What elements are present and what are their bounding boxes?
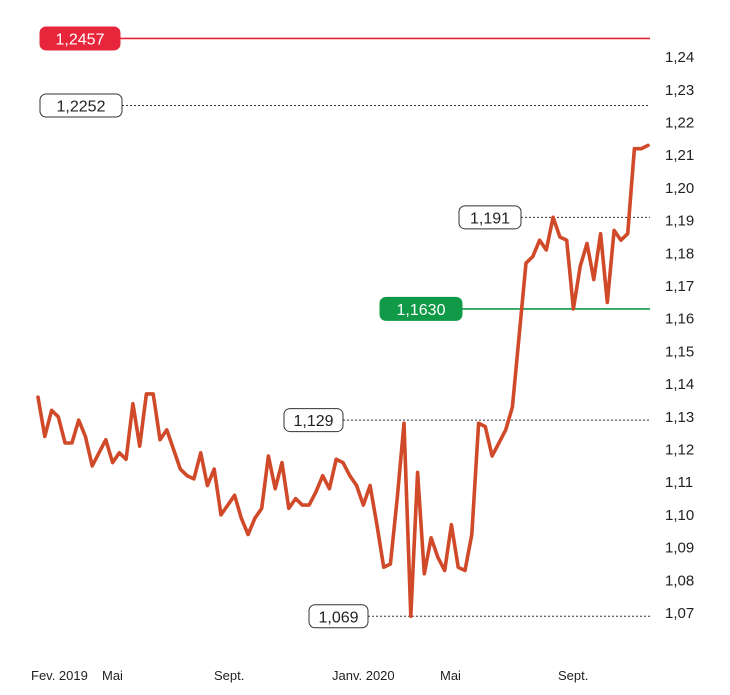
y-tick-label: 1,19 bbox=[665, 213, 694, 230]
y-tick-label: 1,08 bbox=[665, 572, 694, 589]
y-tick-label: 1,07 bbox=[665, 605, 694, 622]
reference-label-box bbox=[39, 26, 121, 51]
x-tick-label: Mai bbox=[102, 668, 123, 683]
y-tick-label: 1,13 bbox=[665, 409, 694, 426]
y-tick-label: 1,22 bbox=[665, 115, 694, 132]
y-axis: 1,07 1,08 1,09 1,10 1,11 1,12 1,13 1,14 1,15 1,16… bbox=[665, 49, 694, 622]
y-tick-label: 1,12 bbox=[665, 442, 694, 459]
y-tick-label: 1,24 bbox=[665, 49, 694, 66]
x-tick-label: Fev. 2019 bbox=[31, 668, 88, 683]
reference-label-box bbox=[308, 604, 369, 629]
series-layer bbox=[36, 143, 650, 619]
y-tick-label: 1,21 bbox=[665, 147, 694, 164]
reference-label: 1,1630 bbox=[397, 302, 446, 319]
reference-lines bbox=[118, 37, 650, 617]
reference-label: 1,129 bbox=[293, 413, 333, 430]
y-tick-label: 1,23 bbox=[665, 82, 694, 99]
y-tick-label: 1,18 bbox=[665, 245, 694, 262]
y-tick-label: 1,11 bbox=[665, 474, 693, 491]
reference-label: 1,2457 bbox=[56, 31, 105, 48]
y-tick-label: 1,10 bbox=[665, 507, 694, 524]
reference-label: 1,069 bbox=[318, 609, 358, 626]
y-tick-label: 1,20 bbox=[665, 180, 694, 197]
y-tick-label: 1,17 bbox=[665, 278, 694, 295]
reference-label-box bbox=[283, 408, 344, 433]
reference-label-box bbox=[458, 205, 522, 230]
x-tick-label: Janv. 2020 bbox=[332, 668, 395, 683]
reference-label: 1,191 bbox=[470, 210, 510, 227]
reference-label-box bbox=[379, 296, 463, 321]
x-tick-label: Sept. bbox=[214, 668, 244, 683]
reference-label: 1,2252 bbox=[57, 98, 106, 115]
y-tick-label: 1,15 bbox=[665, 343, 694, 360]
reference-label-box bbox=[39, 93, 123, 118]
y-tick-label: 1,14 bbox=[665, 376, 694, 393]
y-tick-label: 1,09 bbox=[665, 540, 694, 557]
reference-labels: 1,2457 1,2252 1,191 1,1630 1,129 1,069 bbox=[39, 26, 522, 629]
x-tick-label: Sept. bbox=[558, 668, 588, 683]
y-tick-label: 1,16 bbox=[665, 311, 694, 328]
x-tick-label: Mai bbox=[440, 668, 461, 683]
x-axis: Fev. 2019 Mai Sept. Janv. 2020 Mai Sept. bbox=[31, 668, 588, 683]
series-line bbox=[36, 143, 650, 619]
